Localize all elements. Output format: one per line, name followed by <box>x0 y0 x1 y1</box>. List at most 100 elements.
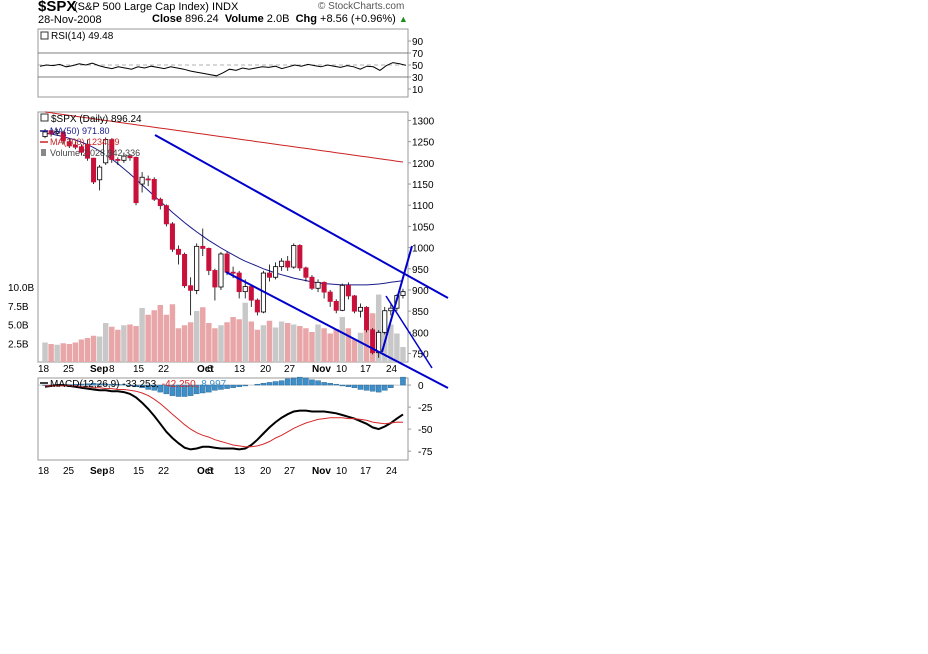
macd-histogram-bar <box>157 384 164 393</box>
candle-body <box>151 178 157 200</box>
candle-body <box>315 281 321 289</box>
rsi-tick-label: 30 <box>412 73 424 84</box>
macd-x-label: 27 <box>284 466 296 477</box>
volume-bar <box>327 333 333 362</box>
price-x-label: 18 <box>38 364 50 375</box>
volume-bar <box>78 339 85 362</box>
volume-bar <box>388 324 394 362</box>
price-tick-label: 1000 <box>412 244 435 255</box>
candle-body <box>224 253 230 273</box>
macd-histogram-bar <box>206 384 212 393</box>
trendline-lower <box>225 271 449 389</box>
volume-bar <box>60 343 66 362</box>
price-tick-label: 800 <box>412 328 429 339</box>
price-tick-label: 1200 <box>412 159 435 170</box>
macd-histogram-bar <box>388 384 394 388</box>
price-tick-label: 850 <box>412 307 429 318</box>
volume-bar <box>90 335 97 362</box>
candle-body <box>127 155 133 159</box>
rsi-panel-frame <box>37 28 409 98</box>
volume-bar <box>260 325 267 362</box>
price-x-label: Oct <box>197 364 214 375</box>
stockcharts-credit[interactable]: © StockCharts.com <box>318 1 405 12</box>
macd-x-label: 20 <box>260 466 272 477</box>
candle-body <box>200 245 206 249</box>
macd-histogram-bar <box>187 384 194 396</box>
volume-bar <box>151 310 157 362</box>
candle-body <box>364 306 370 331</box>
candle-body <box>54 131 60 134</box>
macd-histogram-bar <box>260 383 267 386</box>
volume-bar <box>315 324 321 362</box>
macd-histogram-bar <box>127 384 133 387</box>
candle-body <box>115 159 121 161</box>
price-tick-label: 1050 <box>412 222 435 233</box>
macd-series-line <box>45 385 404 448</box>
macd-histogram-bar <box>278 380 285 386</box>
macd-histogram-bar <box>78 383 85 386</box>
volume-bar <box>133 326 139 362</box>
price-tick-label: 900 <box>412 286 429 297</box>
close-value: 896.24 <box>185 13 219 25</box>
macd-histogram-bar <box>242 384 248 387</box>
volume-bar <box>200 307 206 362</box>
macd-histogram-bar <box>363 384 370 391</box>
candle-body <box>182 253 188 287</box>
candle-body <box>327 291 333 302</box>
volume-bar <box>230 317 236 362</box>
volume-tick-label: 7.5B <box>8 302 29 313</box>
candle-body <box>60 131 66 142</box>
macd-x-label: 8 <box>109 466 115 477</box>
close-label: Close <box>152 13 182 25</box>
volume-bar <box>272 327 279 362</box>
candle-body <box>309 276 315 289</box>
price-tick-label: 950 <box>412 265 429 276</box>
macd-x-label: 15 <box>133 466 145 477</box>
candle-body <box>109 139 115 160</box>
macd-histogram-bar <box>163 384 170 395</box>
volume-bar <box>72 342 79 362</box>
rsi-legend-swatch <box>40 31 49 40</box>
volume-value: 2.0B <box>266 13 290 25</box>
price-x-label: 25 <box>63 364 75 375</box>
candle-body <box>66 141 72 147</box>
volume-bar <box>291 324 297 362</box>
price-legend-entry: MA(50) 971.80 <box>50 126 110 136</box>
volume-bar <box>187 322 194 362</box>
candle-body <box>42 131 48 137</box>
price-x-label: 27 <box>284 364 296 375</box>
volume-bar <box>218 325 224 362</box>
candle-body <box>279 260 285 268</box>
volume-bar <box>278 321 285 362</box>
volume-tick-label: 5.0B <box>8 321 29 332</box>
volume-bar <box>297 326 303 362</box>
macd-x-label: 17 <box>360 466 372 477</box>
volume-bar <box>145 314 151 362</box>
macd-histogram-bar <box>151 384 157 391</box>
candle-body <box>321 281 327 293</box>
volume-bar <box>400 347 406 362</box>
macd-histogram-bar <box>212 384 218 391</box>
macd-x-label: Oct <box>197 466 214 477</box>
volume-bar <box>163 314 170 362</box>
quote-date: 28-Nov-2008 <box>38 14 102 26</box>
macd-x-label: 6 <box>207 466 213 477</box>
macd-histogram-bar <box>369 384 376 392</box>
volume-bar <box>339 317 346 362</box>
volume-bar <box>375 294 382 362</box>
candle-body <box>121 155 127 161</box>
candle-body <box>248 286 254 301</box>
volume-bar <box>96 336 103 362</box>
macd-histogram-bar <box>400 376 406 386</box>
macd-histogram-bar <box>109 384 115 386</box>
volume-bar <box>321 328 327 362</box>
candle-body <box>357 306 364 312</box>
macd-histogram-bar <box>321 382 327 386</box>
moving-average-line <box>44 111 404 163</box>
macd-series-line <box>44 384 404 451</box>
symbol-name: (S&P 500 Large Cap Index) INDX <box>74 1 238 13</box>
candle-body <box>157 198 163 207</box>
candle-body <box>303 267 309 278</box>
volume-bar <box>351 339 358 362</box>
volume-bar <box>284 323 291 362</box>
